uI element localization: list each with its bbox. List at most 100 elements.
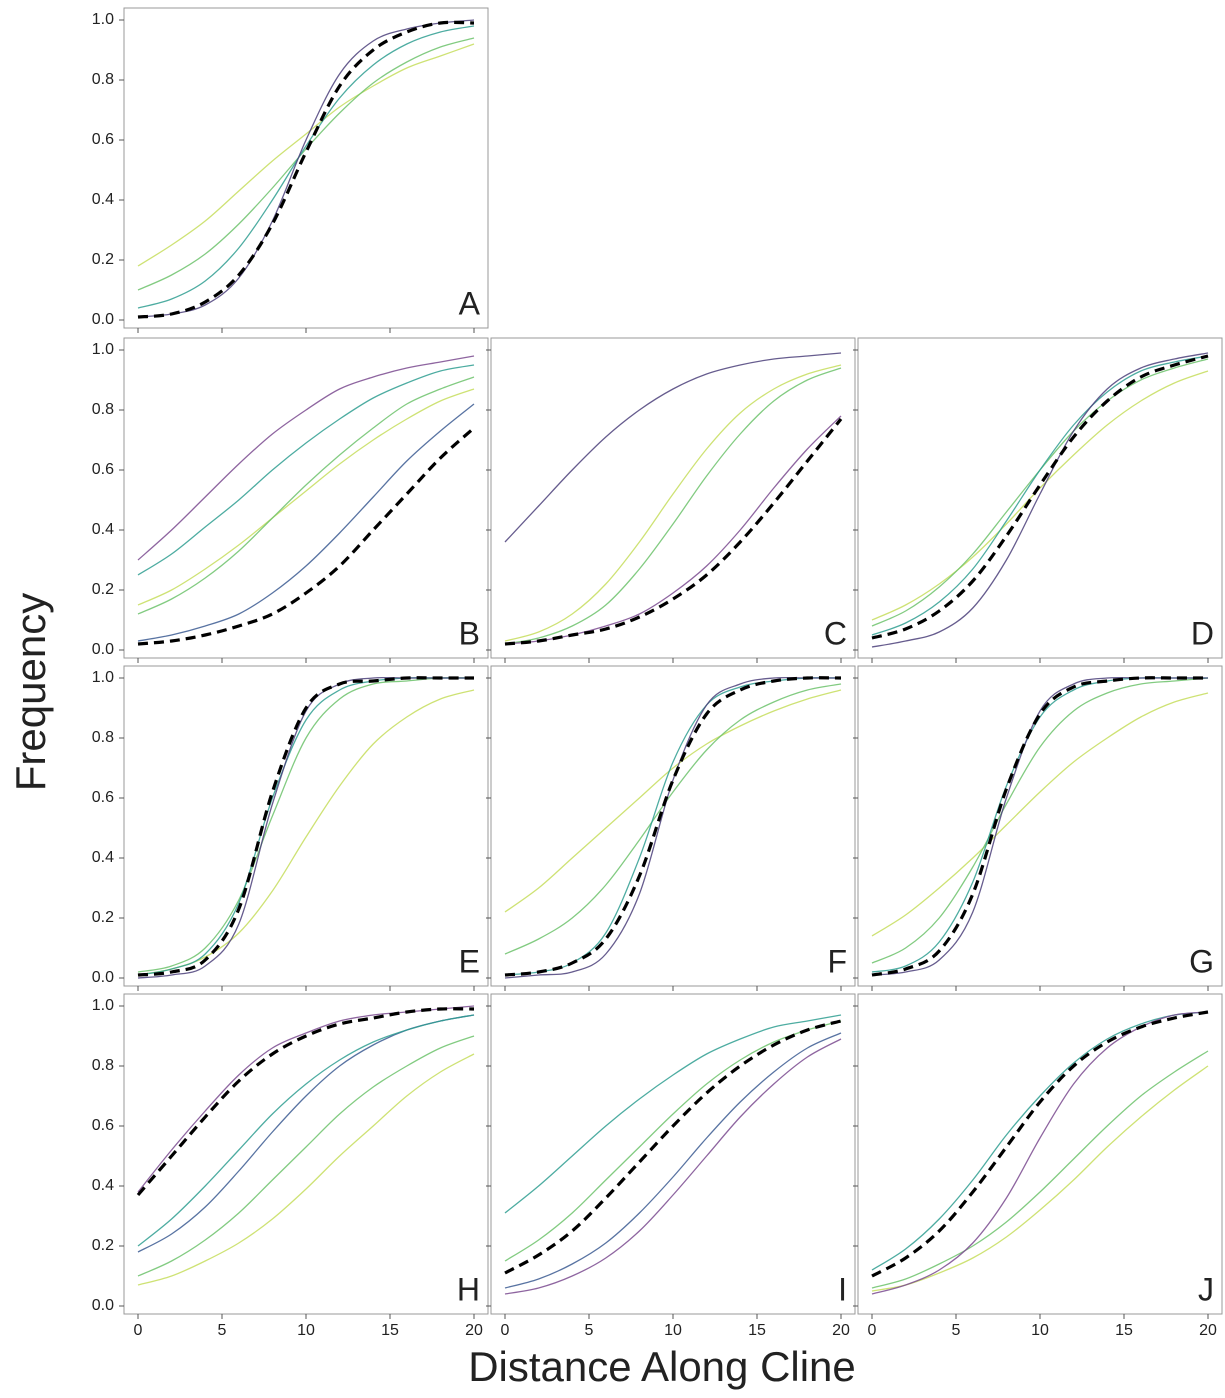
cline bbox=[137, 376, 475, 615]
y-tick-label: 0.0 bbox=[92, 1297, 114, 1314]
mean-cline bbox=[504, 676, 842, 977]
cline bbox=[137, 1053, 475, 1286]
cline bbox=[137, 43, 475, 267]
y-tick-label: 0.0 bbox=[92, 969, 114, 986]
cline bbox=[137, 403, 475, 642]
y-tick-label: 0.6 bbox=[92, 789, 114, 806]
panel-frame bbox=[857, 665, 1223, 987]
panel-label: D bbox=[1191, 615, 1214, 651]
y-tick-label: 1.0 bbox=[92, 11, 114, 28]
x-tick-label: 0 bbox=[868, 1322, 877, 1339]
cline bbox=[137, 19, 475, 318]
y-tick-label: 0.8 bbox=[92, 729, 114, 746]
x-tick-label: 20 bbox=[465, 1322, 483, 1339]
y-tick-label: 0.2 bbox=[92, 909, 114, 926]
panel-frame bbox=[857, 337, 1223, 659]
y-tick-label: 0.4 bbox=[92, 521, 114, 538]
cline bbox=[871, 355, 1209, 636]
y-tick-label: 0.4 bbox=[92, 849, 114, 866]
mean-cline bbox=[137, 426, 476, 646]
panel-label: I bbox=[838, 1271, 847, 1307]
panel-label: C bbox=[824, 615, 847, 651]
panel-label: E bbox=[459, 943, 480, 979]
panel-label: J bbox=[1198, 1271, 1214, 1307]
y-tick-label: 0.0 bbox=[92, 311, 114, 328]
x-tick-label: 5 bbox=[218, 1322, 227, 1339]
x-tick-label: 10 bbox=[1031, 1322, 1049, 1339]
y-tick-label: 0.8 bbox=[92, 1057, 114, 1074]
cline bbox=[504, 683, 842, 955]
cline bbox=[871, 1011, 1209, 1271]
x-tick-label: 20 bbox=[1199, 1322, 1217, 1339]
x-tick-label: 10 bbox=[664, 1322, 682, 1339]
y-tick-label: 0.8 bbox=[92, 71, 114, 88]
y-tick-label: 0.4 bbox=[92, 1177, 114, 1194]
cline bbox=[137, 355, 475, 561]
cline bbox=[504, 689, 842, 913]
x-tick-label: 10 bbox=[297, 1322, 315, 1339]
panel-label: A bbox=[459, 285, 481, 321]
x-tick-label: 20 bbox=[832, 1322, 850, 1339]
panel-label: B bbox=[459, 615, 480, 651]
x-tick-label: 5 bbox=[952, 1322, 961, 1339]
y-tick-label: 0.6 bbox=[92, 131, 114, 148]
cline bbox=[137, 677, 475, 973]
y-tick-label: 0.2 bbox=[92, 581, 114, 598]
cline bbox=[137, 1005, 475, 1193]
cline bbox=[504, 1038, 842, 1295]
cline bbox=[137, 1035, 475, 1277]
x-tick-label: 15 bbox=[748, 1322, 766, 1339]
cline bbox=[137, 25, 475, 309]
cline bbox=[504, 1032, 842, 1289]
cline bbox=[871, 1011, 1209, 1295]
y-tick-label: 1.0 bbox=[92, 997, 114, 1014]
cline bbox=[871, 1050, 1209, 1289]
y-tick-label: 0.0 bbox=[92, 641, 114, 658]
cline bbox=[871, 370, 1209, 621]
mean-cline bbox=[504, 1019, 842, 1275]
cline bbox=[504, 352, 842, 543]
cline bbox=[871, 677, 1209, 964]
panel-label: G bbox=[1189, 943, 1214, 979]
panel-frame bbox=[123, 665, 489, 987]
y-axis-label: Frequency bbox=[7, 593, 54, 791]
panel-frame bbox=[490, 337, 856, 659]
y-tick-label: 1.0 bbox=[92, 341, 114, 358]
panel-label: F bbox=[827, 943, 847, 979]
y-tick-label: 0.8 bbox=[92, 401, 114, 418]
x-tick-label: 15 bbox=[1115, 1322, 1133, 1339]
y-tick-label: 0.2 bbox=[92, 251, 114, 268]
cline bbox=[137, 388, 475, 606]
y-tick-label: 0.4 bbox=[92, 191, 114, 208]
panel-label: H bbox=[457, 1271, 480, 1307]
cline bbox=[504, 1014, 842, 1214]
cline bbox=[871, 692, 1209, 937]
mean-cline bbox=[136, 1007, 475, 1197]
panel-frame bbox=[123, 337, 489, 659]
y-tick-label: 0.6 bbox=[92, 461, 114, 478]
y-tick-label: 1.0 bbox=[92, 669, 114, 686]
x-tick-label: 0 bbox=[501, 1322, 510, 1339]
mean-cline bbox=[871, 676, 1208, 977]
x-tick-label: 15 bbox=[381, 1322, 399, 1339]
mean-cline bbox=[504, 418, 843, 646]
panel-frame bbox=[123, 993, 489, 1315]
cline bbox=[137, 676, 474, 979]
panel-frame bbox=[490, 665, 856, 987]
y-tick-label: 0.2 bbox=[92, 1237, 114, 1254]
cline bbox=[137, 1014, 475, 1247]
x-tick-label: 0 bbox=[134, 1322, 143, 1339]
x-tick-label: 5 bbox=[585, 1322, 594, 1339]
cline bbox=[871, 1065, 1209, 1292]
cline bbox=[137, 364, 475, 576]
cline bbox=[504, 1020, 842, 1262]
cline bbox=[504, 364, 842, 642]
cline bbox=[871, 352, 1209, 648]
cline bbox=[504, 367, 842, 645]
mean-cline bbox=[871, 1010, 1209, 1278]
panel-frame bbox=[857, 993, 1223, 1315]
panel-frame bbox=[490, 993, 856, 1315]
panel-frame bbox=[123, 7, 489, 329]
mean-cline bbox=[137, 676, 474, 977]
